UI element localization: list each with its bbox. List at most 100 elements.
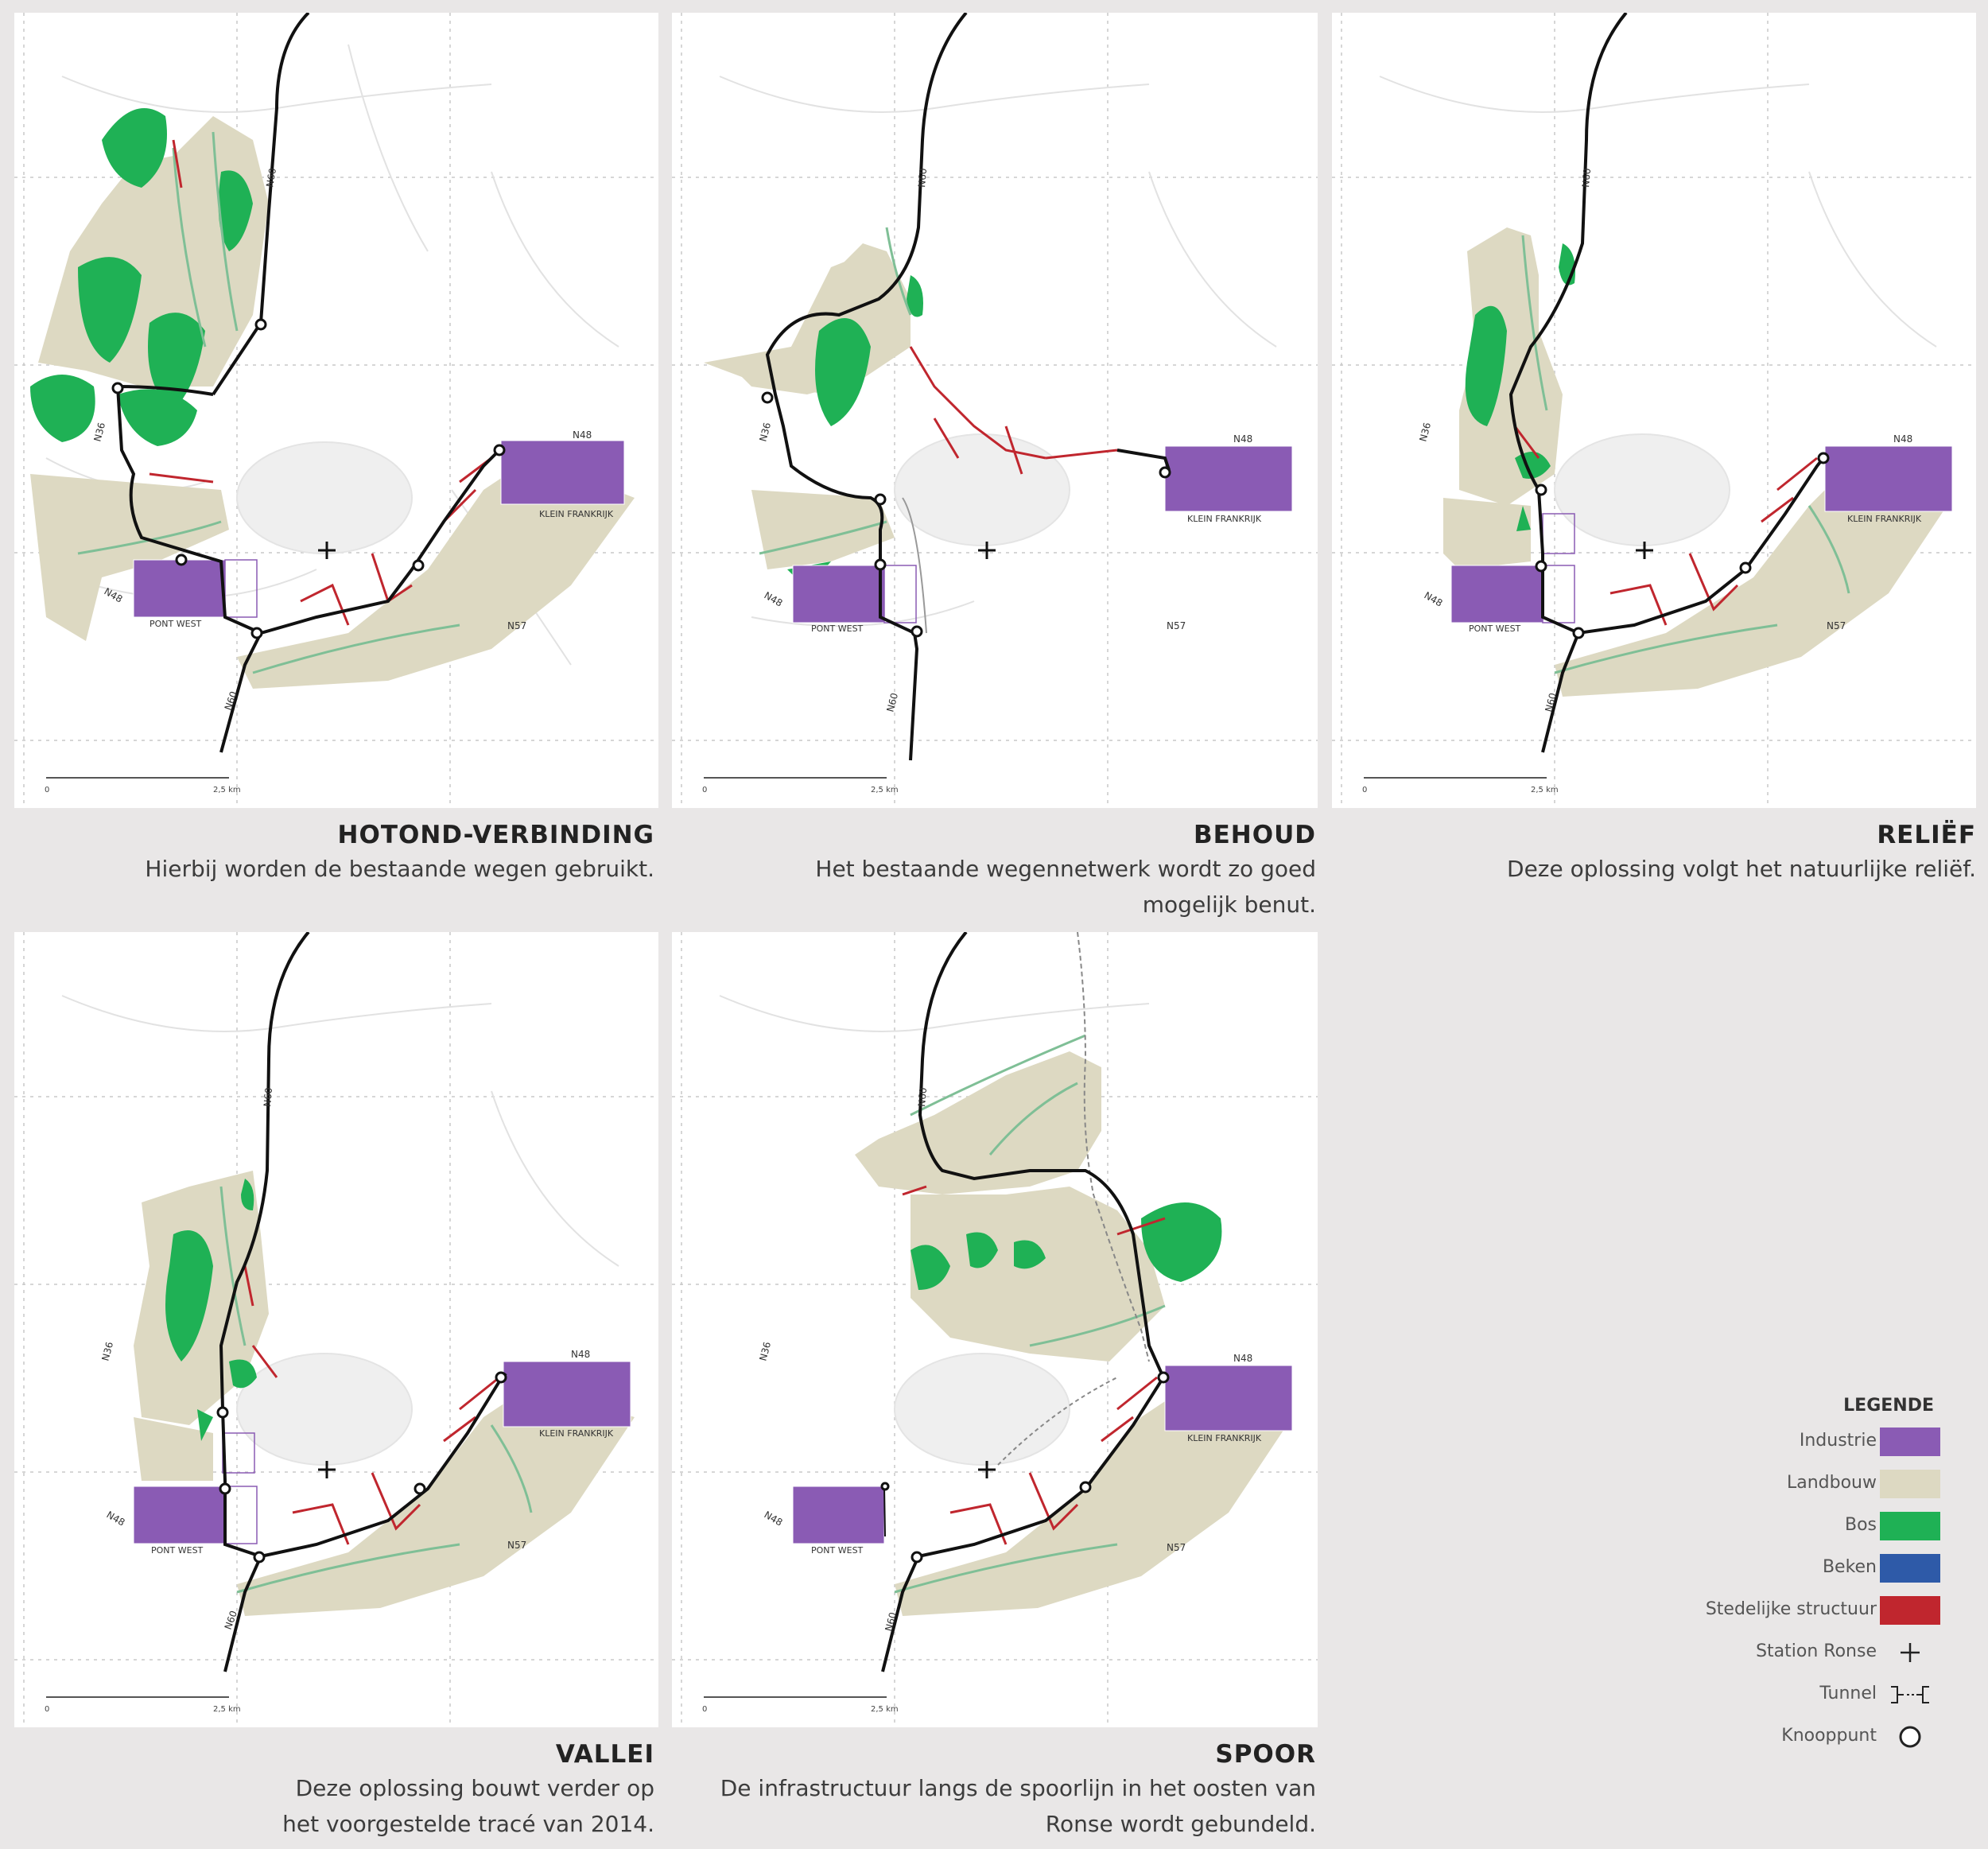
label-klein-frankrijk: KLEIN FRANKRIJK [1847, 514, 1922, 524]
urban-structure [902, 1185, 1166, 1545]
label-klein-frankrijk: KLEIN FRANKRIJK [539, 1428, 614, 1439]
agriculture-area-west [30, 474, 229, 641]
scale-start-label: 0 [45, 786, 49, 794]
legend-swatch-landbouw [1880, 1470, 1940, 1498]
legend-swatch-industrie [1880, 1428, 1940, 1456]
map-behoud: 0 2,5 km N48 KLEIN FRANKRIJK PONT WEST N… [672, 13, 1318, 808]
forest-areas [165, 1179, 257, 1441]
stream-lines [759, 227, 912, 555]
label-pont-west: PONT WEST [151, 1545, 204, 1556]
forest-areas [30, 108, 253, 446]
label-n48-west: N48 [763, 1509, 785, 1528]
road-connector [883, 1486, 886, 1537]
map-relief: 0 2,5 km N48 KLEIN FRANKRIJK PONT WEST N… [1332, 13, 1976, 808]
label-n60-south: N60 [883, 1611, 899, 1633]
legend-label: Stedelijke structuur [1705, 1599, 1877, 1619]
industry-pont-west [133, 1486, 226, 1544]
label-n60-south: N60 [223, 689, 239, 712]
forest-areas [1465, 243, 1575, 531]
grid-lines [14, 13, 658, 808]
urban-structure [243, 1265, 500, 1545]
industry-klein-frankrijk [503, 1361, 631, 1428]
panel-description: Deze oplossing bouwt verder op het voorg… [282, 1775, 654, 1837]
scale-start-label: 0 [45, 1705, 49, 1714]
panel-title: SPOOR [1215, 1740, 1316, 1769]
station-ronse-icon [978, 1461, 996, 1478]
panel-title: VALLEI [555, 1740, 654, 1769]
map-panel-behoud: 0 2,5 km N48 KLEIN FRANKRIJK PONT WEST N… [672, 13, 1318, 808]
label-n60-north: N60 [264, 167, 278, 188]
agriculture-area-west [751, 490, 895, 569]
road-network-main [765, 13, 1171, 761]
scale-end-label: 2,5 km [871, 786, 899, 794]
label-pont-west: PONT WEST [149, 619, 202, 629]
label-n60-north: N60 [916, 168, 929, 188]
label-n48: N48 [571, 1349, 590, 1360]
label-n57: N57 [507, 620, 526, 631]
scale-end-label: 2,5 km [213, 1705, 241, 1714]
legend-label: Bos [1844, 1515, 1877, 1535]
stream-lines [219, 1186, 533, 1594]
industry-pont-west-planned [883, 565, 917, 623]
label-n48-west: N48 [763, 589, 785, 608]
label-pont-west: PONT WEST [811, 623, 864, 634]
tunnel-icon [1891, 1686, 1929, 1703]
legend-label: Beken [1822, 1557, 1877, 1577]
label-n57: N57 [507, 1540, 526, 1551]
background-roads [45, 44, 619, 666]
panel-description: Deze oplossing volgt het natuurlijke rel… [1507, 856, 1976, 882]
station-ronse-icon [318, 542, 336, 559]
map-vallei: 0 2,5 km N48 KLEIN FRANKRIJK PONT WEST N… [14, 932, 658, 1727]
legend-item-station-ronse: Station Ronse [1654, 1638, 1956, 1667]
circle-node-icon [1899, 1726, 1921, 1748]
label-n57: N57 [1167, 1542, 1186, 1553]
label-n48: N48 [1233, 433, 1252, 445]
railway-south [997, 1377, 1118, 1466]
industry-klein-frankrijk [1164, 445, 1293, 512]
scale-start-label: 0 [702, 786, 707, 794]
scale-end-label: 2,5 km [213, 786, 241, 794]
scale-start-label: 0 [1362, 786, 1367, 794]
legend-label: Station Ronse [1756, 1641, 1877, 1661]
industry-pont-west [1450, 565, 1543, 623]
legend-label: Landbouw [1786, 1473, 1877, 1493]
node-circles [216, 1371, 507, 1563]
panel-description: Hierbij worden de bestaande wegen gebrui… [145, 856, 654, 882]
node-circles [111, 318, 506, 639]
label-n60-south: N60 [884, 692, 900, 713]
industry-pont-west-planned [224, 559, 258, 618]
label-klein-frankrijk: KLEIN FRANKRIJK [539, 509, 614, 519]
urban-structure [1513, 425, 1818, 626]
node-circles [880, 1371, 1170, 1563]
panel-title: BEHOUD [1193, 821, 1316, 849]
agriculture-area-southeast [1555, 466, 1952, 697]
panel-description: Het bestaande wegennetwerk wordt zo goed… [815, 856, 1316, 918]
map-panel-relief: 0 2,5 km N48 KLEIN FRANKRIJK PONT WEST N… [1332, 13, 1976, 808]
panel-title: RELIËF [1877, 821, 1976, 849]
label-n48: N48 [1233, 1353, 1252, 1364]
legend-item-bos: Bos [1654, 1512, 1956, 1540]
label-n36: N36 [757, 1341, 773, 1362]
forest-areas [911, 1202, 1222, 1290]
map-hotond: 0 2,5 km N48 KLEIN FRANKRIJK PONT WEST N… [14, 13, 658, 808]
agriculture-area-southeast [237, 458, 635, 689]
station-ronse-icon [978, 542, 996, 559]
road-network-main [219, 932, 507, 1672]
legend-item-industrie: Industrie [1654, 1428, 1956, 1456]
label-pont-west: PONT WEST [1469, 623, 1521, 634]
label-n60-north: N60 [916, 1087, 929, 1107]
legend-swatch-beken [1880, 1554, 1940, 1583]
label-n36: N36 [1417, 421, 1433, 443]
scale-end-label: 2,5 km [1531, 786, 1559, 794]
industry-pont-west [133, 559, 226, 618]
map-panel-hotond: 0 2,5 km N48 KLEIN FRANKRIJK PONT WEST N… [14, 13, 658, 808]
node-circles [761, 391, 1171, 638]
legend-swatch-stedelijke-structuur [1880, 1596, 1940, 1625]
caption-spoor: SPOOR De infrastructuur langs de spoorli… [672, 1738, 1316, 1842]
agriculture-area-north [1459, 227, 1563, 506]
plus-icon [1901, 1643, 1920, 1662]
label-n60-north: N60 [1580, 168, 1593, 188]
label-n48: N48 [1893, 433, 1912, 445]
map-legend: LEGENDE Industrie Landbouw Bos Beken Ste… [1654, 1396, 1956, 1748]
grid-lines [672, 13, 1318, 808]
